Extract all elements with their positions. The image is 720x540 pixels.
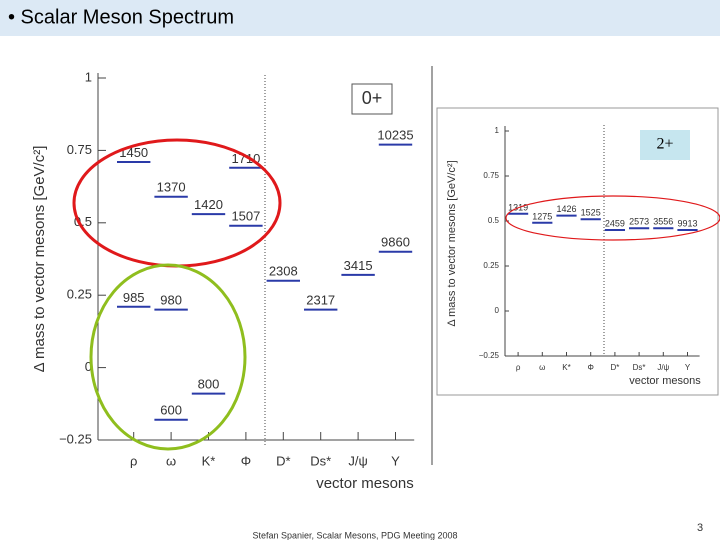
y-tick-label: −0.25 [59, 431, 92, 446]
level-label: 2459 [605, 219, 625, 229]
x-tick-label: J/ψ [348, 453, 367, 468]
level-label: 3415 [344, 258, 373, 273]
level-label: 1426 [556, 204, 576, 214]
x-tick-label: Φ [241, 453, 251, 468]
y-tick-label: 0.5 [488, 216, 500, 225]
slide-title: • Scalar Meson Spectrum [8, 6, 234, 28]
y-tick-label: 0.25 [67, 287, 92, 302]
y-tick-label: 0.25 [483, 261, 499, 270]
y-tick-label: 1 [495, 126, 500, 135]
x-tick-label: Υ [391, 453, 400, 468]
highlight-ellipse [72, 138, 282, 268]
level-label: 800 [198, 377, 220, 392]
x-tick-label: ω [539, 363, 545, 372]
badge-box [351, 83, 393, 115]
x-tick-label: J/ψ [657, 363, 669, 372]
x-tick-label: ρ [130, 453, 137, 468]
badge: 0+ [362, 88, 383, 108]
level-label: 600 [160, 403, 182, 418]
page-number: 3 [697, 522, 703, 534]
y-tick-label: 1 [85, 69, 92, 84]
x-axis-label: vector mesons [629, 375, 701, 387]
level-label: 985 [123, 290, 145, 305]
y-tick-label: 0.75 [67, 142, 92, 157]
footer: Stefan Spanier, Scalar Mesons, PDG Meeti… [252, 530, 457, 540]
x-tick-label: K* [562, 363, 570, 372]
level-label: 2308 [269, 264, 298, 279]
y-axis-label: Δ mass to vector mesons [GeV/c²] [31, 146, 48, 373]
x-tick-label: Φ [588, 363, 594, 372]
level-label: 9913 [677, 219, 697, 229]
x-tick-label: ω [166, 453, 176, 468]
level-label: 1507 [231, 209, 260, 224]
y-tick-label: 0 [495, 306, 500, 315]
level-label: 1275 [532, 211, 552, 221]
title-bar [0, 0, 720, 36]
x-tick-label: Υ [685, 363, 691, 372]
x-tick-label: K* [202, 453, 216, 468]
inset-chart: 2+ −0.25 0 0.25 0.5 0.75 1 ρ ω K* Φ D* Ds* J/ψ Υ Δ mas… [436, 107, 719, 396]
level-label: 1420 [194, 197, 223, 212]
level-label: 9860 [381, 235, 410, 250]
x-tick-label: Ds* [310, 453, 331, 468]
y-tick-label: 0 [85, 359, 92, 374]
x-tick-label: Ds* [633, 363, 646, 372]
highlight-ellipse [89, 263, 247, 451]
x-tick-label: D* [276, 453, 290, 468]
y-axis-label: Δ mass to vector mesons [GeV/c²] [446, 160, 458, 326]
x-tick-label: D* [610, 363, 619, 372]
level-label: 2573 [629, 217, 649, 227]
highlight-ellipse [505, 195, 720, 241]
level-label: 1450 [119, 145, 148, 160]
level-label: 1370 [157, 180, 186, 195]
y-tick-label: −0.25 [479, 351, 500, 360]
x-tick-label: ρ [516, 363, 521, 372]
level-label: 980 [160, 293, 182, 308]
badge-box [640, 130, 690, 160]
x-axis-label: vector mesons [316, 475, 414, 492]
badge: 2+ [656, 136, 673, 153]
level-label: 10235 [377, 128, 413, 143]
level-label: 1525 [581, 208, 601, 218]
level-label: 2317 [306, 293, 335, 308]
y-tick-label: 0.75 [483, 171, 499, 180]
level-label: 3556 [653, 217, 673, 227]
